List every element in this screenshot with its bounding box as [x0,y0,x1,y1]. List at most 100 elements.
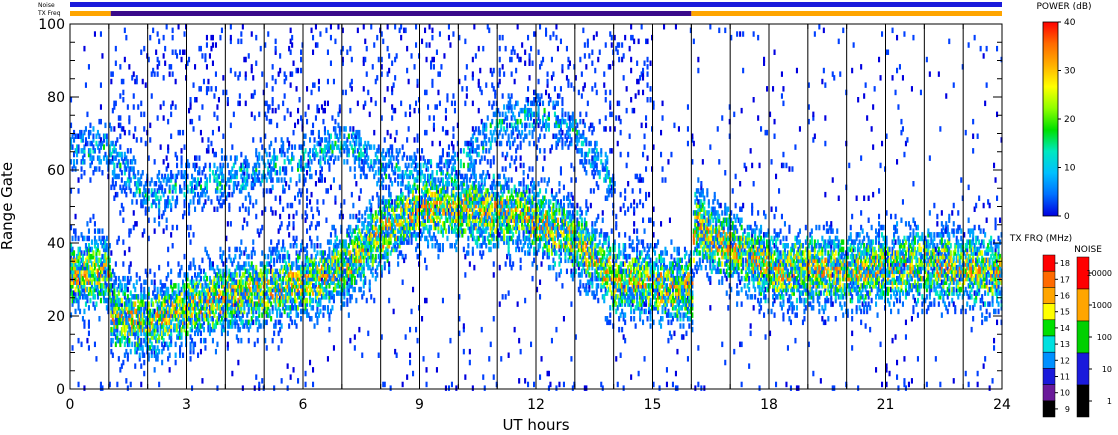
echo-cell [141,232,144,238]
echo-cell [98,250,101,256]
echo-cell [453,243,456,249]
echo-cell [291,34,294,41]
echo-cell [219,202,222,209]
echo-cell [338,268,341,275]
echo-cell [283,294,286,300]
echo-cell [70,122,73,129]
echo-cell [110,126,113,132]
echo-cell [110,301,113,307]
echo-cell [383,155,386,161]
echo-cell [87,345,90,351]
echo-cell [334,257,337,264]
echo-cell [74,275,77,282]
echo-cell [189,188,192,194]
echo-cell [237,181,240,187]
echo-cell [355,297,358,304]
echo-cell [119,286,122,293]
echo-cell [277,297,280,304]
echo-cell [313,268,316,275]
echo-cell [191,312,194,318]
echo-cell [104,122,107,129]
echo-cell [370,206,373,212]
echo-cell [316,250,319,256]
echo-cell [427,195,430,201]
echo-cell [234,316,237,322]
echo-cell [273,148,276,154]
echo-cell [401,177,404,183]
echo-cell [338,104,341,110]
echo-cell [382,228,385,234]
echo-cell [210,279,213,285]
echo-cell [155,195,158,201]
echo-cell [282,286,285,293]
echo-cell [289,264,292,271]
echo-cell [125,316,128,322]
echo-cell [316,316,319,322]
echo-cell [280,264,283,271]
echo-cell [368,213,371,220]
echo-cell [424,297,427,304]
echo-cell [288,213,291,220]
echo-cell [240,162,243,169]
echo-cell [243,323,246,329]
echo-cell [140,326,143,333]
echo-cell [280,279,283,285]
echo-cell [392,206,395,212]
echo-cell [76,257,79,264]
echo-cell [403,210,406,216]
echo-cell [134,341,137,348]
echo-cell [362,250,365,256]
echo-cell [159,181,162,187]
echo-cell [234,305,237,311]
echo-cell [295,279,298,285]
echo-cell [401,228,404,234]
echo-cell [346,283,349,289]
echo-cell [134,348,137,355]
echo-cell [334,275,337,282]
echo-cell [400,210,403,216]
echo-cell [362,162,365,169]
echo-cell [320,272,323,278]
echo-cell [81,155,84,161]
echo-cell [96,290,99,296]
echo-cell [346,279,349,285]
echo-cell [394,348,397,355]
echo-cell [276,170,279,176]
echo-cell [191,294,194,300]
echo-cell [344,246,347,253]
echo-cell [388,224,391,231]
echo-cell [331,144,334,150]
echo-cell [322,250,325,256]
echo-cell [228,312,231,318]
echo-cell [104,250,107,256]
echo-cell [156,356,159,362]
echo-cell [229,275,232,282]
echo-cell [186,290,189,296]
echo-cell [255,170,258,176]
echo-cell [74,261,77,267]
echo-cell [261,275,264,282]
echo-cell [211,42,214,48]
echo-cell [156,290,159,296]
echo-cell [427,228,430,234]
echo-cell [303,264,306,271]
echo-cell [244,283,247,289]
echo-cell [282,144,285,150]
echo-cell [237,323,240,329]
echo-cell [128,308,131,315]
echo-cell [329,155,332,161]
echo-cell [195,326,198,333]
echo-cell [226,308,229,315]
echo-cell [385,221,388,227]
echo-cell [79,253,82,260]
echo-cell [165,177,168,183]
echo-cell [337,290,340,296]
echo-cell [113,126,116,132]
echo-cell [253,177,256,183]
echo-cell [180,341,183,348]
echo-cell [267,166,270,172]
echo-cell [244,275,247,282]
echo-cell [322,118,325,125]
echo-cell [377,199,380,205]
echo-cell [267,104,270,110]
